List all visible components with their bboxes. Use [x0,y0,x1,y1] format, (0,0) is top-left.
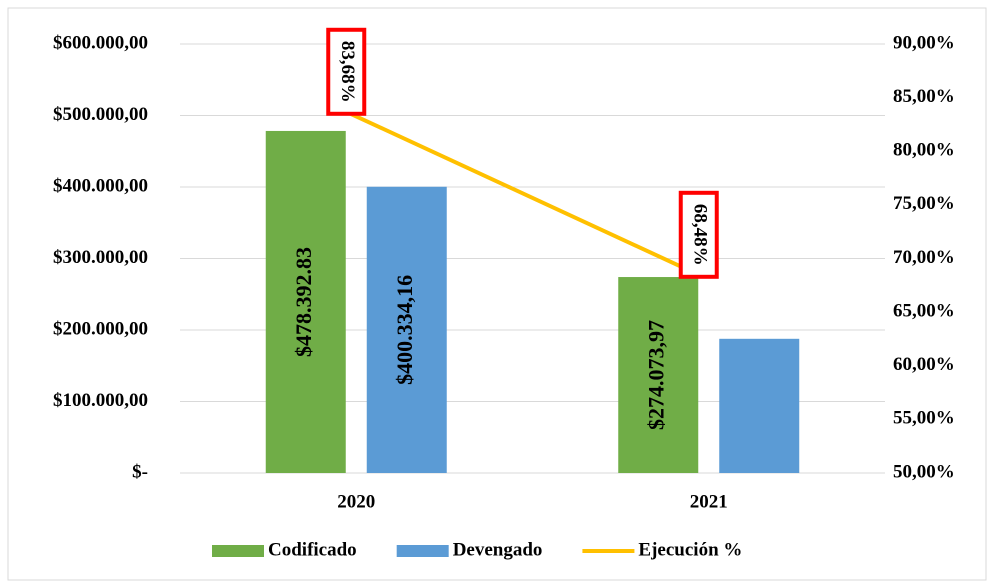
legend-label: Devengado [453,539,543,560]
y2-tick-label: 90,00% [893,32,955,53]
legend-swatch [212,545,264,557]
y-tick-label: $500.000,00 [53,104,148,125]
y-tick-label: $400.000,00 [53,175,148,196]
y2-tick-label: 70,00% [893,247,955,268]
bar [618,277,699,473]
bar [719,338,800,473]
bar-value-label: $274.073,97 [643,320,668,430]
y2-tick-label: 60,00% [893,354,955,375]
y-tick-label: $200.000,00 [53,318,148,339]
x-tick-label: 2020 [337,491,375,512]
x-tick-label: 2021 [690,491,728,512]
y2-tick-label: 75,00% [893,193,955,214]
legend-label: Ejecución % [638,539,742,560]
line-value-label: 83,68% [337,41,358,103]
line [345,109,700,277]
y-tick-label: $300.000,00 [53,247,148,268]
label-box [326,27,367,116]
y-tick-label: $600.000,00 [53,32,148,53]
y-tick-label: $- [132,461,148,482]
bar-value-label: $478.392.83 [291,247,316,357]
legend-swatch [396,545,449,557]
line-value-label: 68,48% [689,204,710,266]
bar [366,186,447,473]
bar [265,130,346,473]
legend-label: Codificado [268,539,357,560]
label-box [678,190,719,279]
y2-tick-label: 50,00% [893,461,955,482]
y2-tick-label: 80,00% [893,140,955,161]
y2-tick-label: 55,00% [893,408,955,429]
y2-tick-label: 65,00% [893,300,955,321]
bar-value-label: $400.334,16 [392,275,417,385]
y2-tick-label: 85,00% [893,86,955,107]
chart-frame [7,7,987,581]
y-tick-label: $100.000,00 [53,390,148,411]
